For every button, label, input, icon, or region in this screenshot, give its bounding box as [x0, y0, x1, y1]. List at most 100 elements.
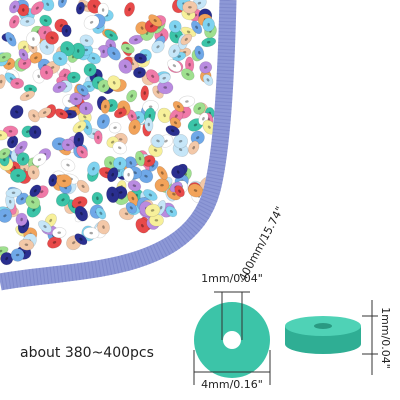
bead [0, 130, 8, 141]
bead [76, 84, 89, 96]
bead [125, 202, 137, 214]
bead-hole [159, 205, 163, 210]
bead-hole [32, 208, 36, 212]
bead-hole [137, 71, 142, 74]
bead [124, 2, 135, 17]
bead-hole [66, 163, 70, 167]
bead [10, 168, 27, 183]
bead-hole [66, 46, 69, 51]
bead-hole [20, 197, 24, 201]
bead-hole [45, 45, 49, 49]
bead-hole [3, 214, 7, 218]
bead-hole [57, 85, 62, 89]
bead [87, 161, 100, 177]
bead [28, 125, 42, 139]
bead-hole [164, 139, 168, 143]
bead-hole [102, 84, 106, 88]
bead [202, 17, 215, 32]
bead-hole [45, 70, 48, 75]
bead [67, 71, 81, 84]
bead-hole [102, 225, 105, 229]
bead-hole [21, 157, 25, 161]
bead [0, 252, 14, 266]
bead-hole [57, 231, 61, 234]
bead [30, 1, 45, 15]
bead-hole [193, 189, 198, 192]
bead-hole [173, 24, 177, 29]
bead-hole [9, 77, 13, 81]
bead-hole [5, 256, 9, 261]
bead [0, 208, 13, 223]
bead [151, 40, 165, 54]
bead-hole [160, 183, 164, 187]
bead-hole [138, 156, 142, 161]
bead [100, 99, 111, 114]
bead-hole [129, 206, 133, 210]
bead [0, 52, 12, 63]
bead-hole [111, 192, 114, 197]
bead [194, 45, 205, 60]
bead-hole [91, 56, 96, 60]
bead-hole [79, 237, 83, 241]
bead-hole [203, 66, 208, 69]
bead [127, 191, 139, 206]
bead [96, 113, 110, 130]
bead-hole [24, 243, 29, 246]
bead [144, 117, 154, 132]
bead-hole [84, 48, 89, 52]
bead [191, 20, 203, 35]
bead-hole [81, 184, 85, 188]
bead-hole [44, 19, 48, 22]
bead [45, 31, 59, 45]
bead [79, 34, 94, 47]
bead-hole [22, 52, 25, 57]
bead [75, 1, 85, 15]
bead-hole [196, 136, 200, 140]
bead [144, 203, 161, 217]
bead [72, 120, 87, 134]
bead-hole [77, 201, 82, 204]
bead-hole [22, 62, 27, 65]
bead-hole [109, 33, 113, 37]
bead-hole [101, 8, 105, 12]
bead-hole [43, 30, 47, 35]
bead-hole [77, 137, 81, 142]
bead [19, 16, 36, 27]
bead-hole [32, 37, 35, 41]
bead-hole [88, 68, 92, 72]
bead-hole [0, 133, 2, 137]
bead-hole [15, 110, 19, 114]
bead-hole [151, 74, 155, 78]
bead [133, 66, 146, 79]
bead [134, 52, 147, 64]
bead-hole [176, 170, 180, 174]
bead-hole [134, 38, 138, 41]
bead-hole [104, 104, 107, 109]
bead-hole [59, 112, 64, 116]
bead [15, 212, 28, 227]
bead-hole [2, 56, 6, 59]
bead-hole [11, 140, 14, 144]
bead-hole [124, 64, 127, 69]
bead-hole [7, 62, 11, 66]
bead [154, 178, 170, 193]
bead-hole [124, 212, 129, 216]
bead-hole [153, 148, 158, 152]
bead-hole [22, 8, 25, 12]
bead-hole [102, 119, 105, 124]
bead [172, 100, 185, 113]
bead [135, 150, 145, 167]
bead-hole [133, 171, 137, 175]
bead-hole [37, 158, 42, 162]
bead [113, 107, 127, 119]
bead-hole [173, 121, 178, 125]
bead-hole [31, 200, 35, 204]
bead-hole [40, 190, 44, 194]
bead-hole [74, 97, 78, 101]
bead-hole [96, 196, 99, 201]
bead-hole [131, 196, 135, 201]
bead-hole [156, 139, 160, 143]
bead-hole [177, 55, 181, 58]
bead-hole [84, 39, 89, 42]
bead-front [194, 302, 270, 378]
